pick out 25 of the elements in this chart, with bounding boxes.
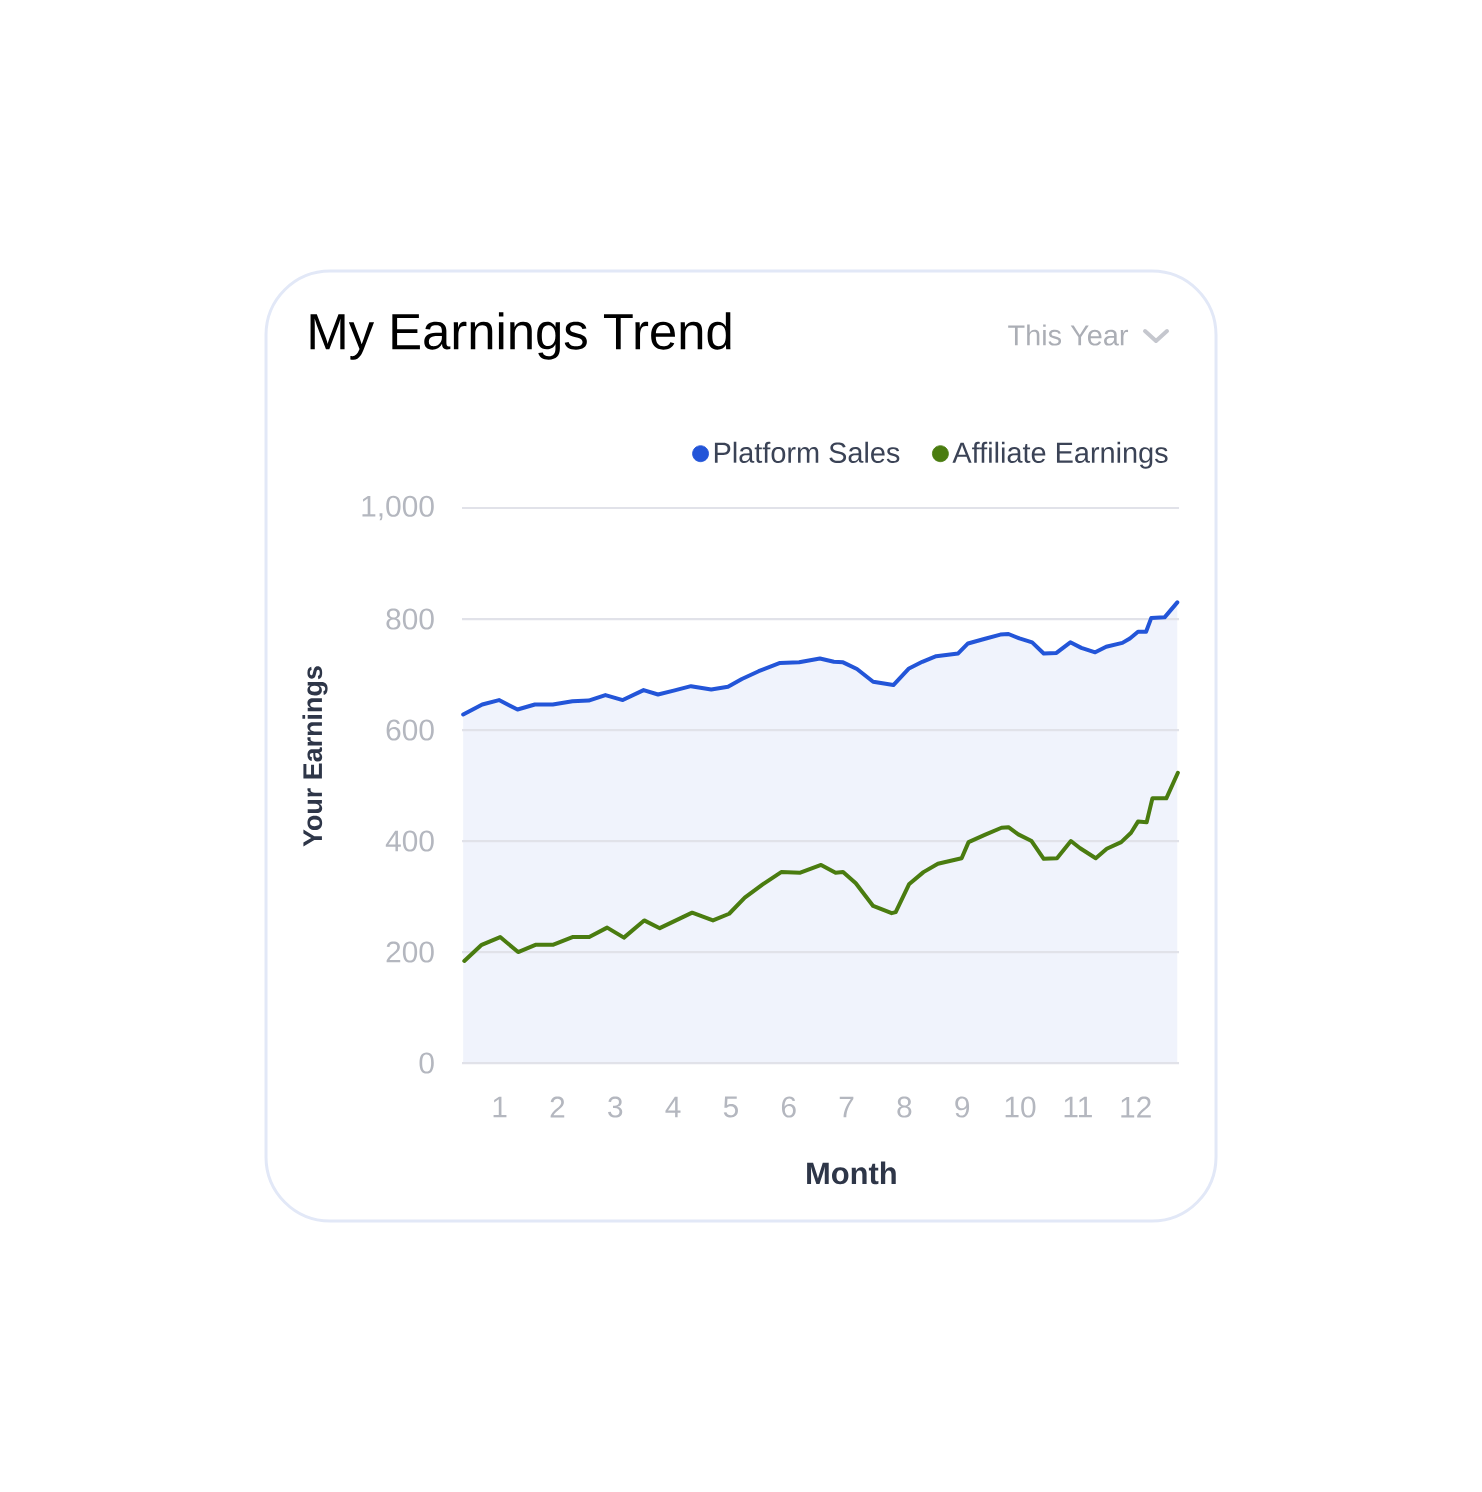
x-tick-label: 9: [955, 1096, 970, 1118]
text: This Year: [1008, 324, 1129, 346]
x-axis-title: Month: [807, 1161, 896, 1185]
y-tick-label: 800: [386, 608, 434, 630]
y-tick-label: 0: [419, 1052, 434, 1074]
y-tick-label: 200: [386, 941, 434, 963]
x-tick-label: 2: [550, 1096, 565, 1118]
y-tick-label: 600: [386, 719, 434, 741]
x-tick-label: 4: [665, 1096, 681, 1118]
legend-label: Platform Sales: [714, 441, 900, 463]
x-tick-label: 6: [781, 1096, 796, 1118]
line-series: [462, 770, 1180, 963]
x-tick-label: 12: [1121, 1096, 1151, 1118]
chart-title: My Earnings Trend: [310, 312, 731, 360]
x-tick-label: 8: [897, 1096, 912, 1118]
x-tick-label: 3: [608, 1096, 623, 1118]
x-tick-label: 1: [493, 1096, 507, 1118]
legend-label: Affiliate Earnings: [952, 441, 1168, 469]
x-tick-label: 5: [723, 1096, 738, 1118]
x-tick-label: 11: [1064, 1096, 1092, 1118]
y-tick-label: 1,000: [362, 495, 434, 521]
x-tick-label: 7: [839, 1096, 854, 1118]
y-tick-label: 400: [385, 830, 434, 852]
y-axis-title: Your Earnings: [302, 666, 328, 847]
x-tick-label: 10: [1005, 1096, 1036, 1118]
